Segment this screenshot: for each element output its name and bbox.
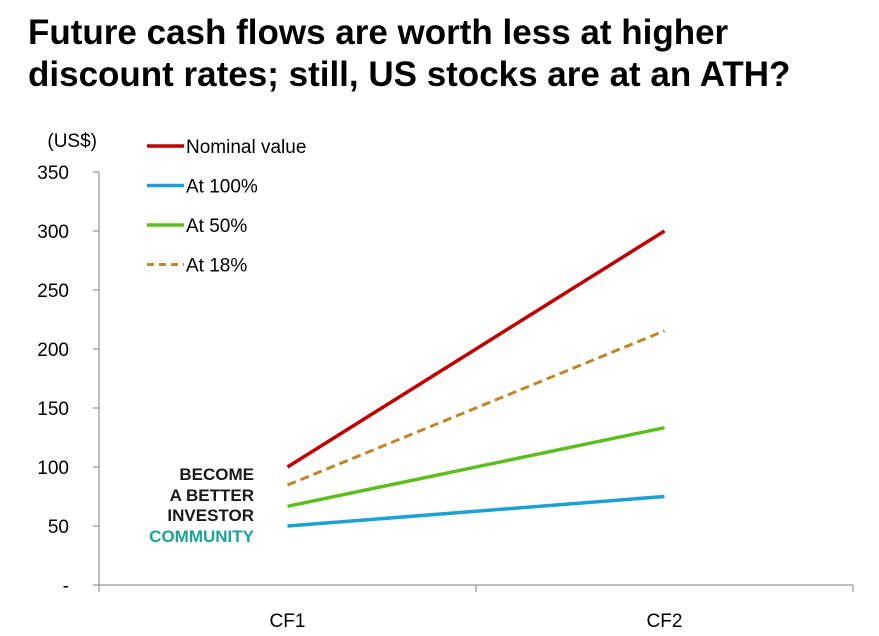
y-tick-label: 200 — [37, 340, 69, 361]
chart-title-line-2: discount rates; still, US stocks are at … — [28, 55, 791, 94]
y-tick-label: 100 — [37, 458, 69, 479]
y-tick-label: 150 — [37, 399, 69, 420]
series-line-4 — [286, 329, 666, 487]
logo-line-2: A BETTER — [169, 485, 254, 505]
community-logo: BECOME A BETTER INVESTOR COMMUNITY — [110, 465, 254, 547]
y-tick-label: 350 — [37, 163, 69, 184]
logo-line-4: COMMUNITY — [149, 526, 254, 546]
x-axis: CF1 CF2 — [98, 584, 854, 632]
legend: Nominal value At 100% At 50% At 18% — [147, 137, 306, 277]
logo-line-1: BECOME — [179, 465, 254, 484]
y-axis: - 50 100 150 200 250 300 350 — [37, 163, 100, 597]
x-tick-label: CF1 — [270, 611, 306, 632]
legend-label: At 100% — [186, 177, 258, 198]
y-tick-label: - — [63, 576, 69, 597]
legend-label: At 18% — [186, 256, 247, 277]
series-line-1 — [286, 229, 666, 469]
series-line-2 — [287, 494, 665, 528]
legend-label: Nominal value — [186, 137, 306, 158]
y-tick-label: 300 — [37, 222, 69, 243]
x-tick-label: CF2 — [647, 611, 683, 632]
y-tick-label: 250 — [37, 281, 69, 302]
plot-series — [286, 229, 666, 528]
y-tick-label: 50 — [48, 517, 69, 538]
chart-title: Future cash flows are worth less at high… — [28, 12, 868, 96]
chart-title-line-1: Future cash flows are worth less at high… — [28, 13, 729, 52]
y-axis-unit-label: (US$) — [47, 131, 97, 152]
logo-line-3: INVESTOR — [167, 506, 254, 525]
series-line-3 — [287, 425, 665, 509]
legend-label: At 50% — [186, 216, 247, 237]
